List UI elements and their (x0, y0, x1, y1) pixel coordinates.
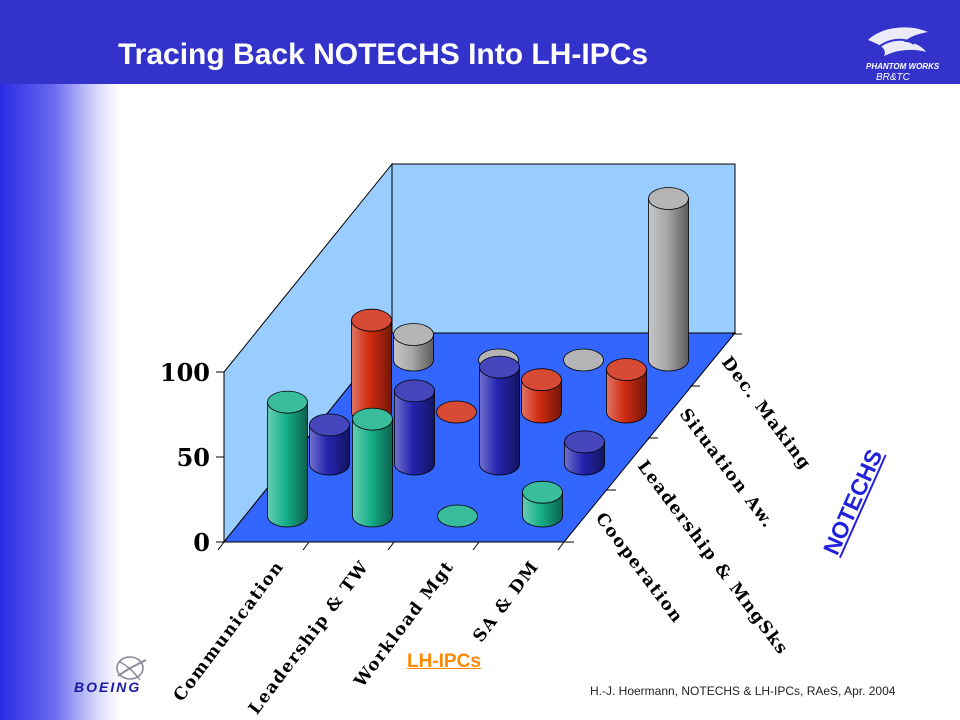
x-tick-mark (217, 541, 225, 551)
category-label: SA & DM (469, 557, 543, 646)
chart-bars (267, 187, 689, 528)
x-tick-mark (472, 541, 480, 551)
chart-axis-ticks (216, 333, 742, 551)
bar-3-1 (351, 308, 392, 424)
bar-4-1 (393, 323, 434, 372)
chart-y-tick-labels: 0 50 100 (160, 358, 210, 557)
x-tick-mark (302, 541, 310, 551)
y-tick-label: 100 (160, 358, 210, 387)
x-tick-mark (557, 541, 565, 551)
bar-4-4 (648, 187, 689, 372)
bar-3-3 (521, 368, 562, 424)
logo-caption: BR&TC (876, 72, 910, 83)
y-tick-label: 50 (177, 443, 210, 472)
footer-citation: H.-J. Hoermann, NOTECHS & LH-IPCs, RAeS,… (590, 684, 896, 698)
bar-1-3 (437, 504, 478, 528)
bar-3-4 (606, 358, 647, 424)
side-gradient-band (0, 84, 120, 720)
depth-category-label: Dec. Making (717, 353, 815, 474)
y-tick-label: 0 (193, 528, 210, 557)
title-bar (0, 0, 960, 84)
bar-1-2 (352, 407, 393, 528)
boeing-logo: BOEING (72, 652, 182, 703)
logo-wordmark: PHANTOM WORKS (866, 62, 940, 71)
bar-3-2 (436, 400, 477, 424)
depth-category-label: Cooperation (591, 509, 687, 628)
slide-title: Tracing Back NOTECHS Into LH-IPCs (118, 38, 649, 71)
bar-1-4 (522, 480, 563, 528)
x-tick-mark (387, 541, 395, 551)
bar-2-3 (479, 355, 520, 476)
bar-2-2 (394, 379, 435, 476)
bar-4-3 (563, 348, 604, 372)
bar-1-1 (267, 390, 308, 528)
phantom-works-logo: PHANTOM WORKS (848, 22, 948, 82)
boeing-wordmark: BOEING (74, 679, 141, 695)
x-axis-title: LH-IPCs (407, 651, 481, 672)
depth-category-label: Leadership & MngSks (633, 457, 792, 659)
bar-2-4 (564, 430, 605, 476)
bar-2-1 (309, 413, 350, 476)
